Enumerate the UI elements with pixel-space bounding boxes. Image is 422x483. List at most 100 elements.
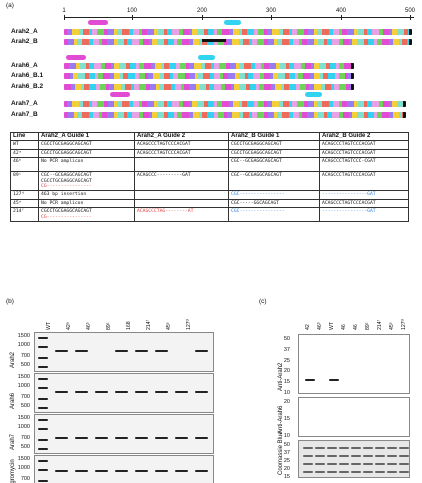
sequence-segment <box>323 73 328 79</box>
sequence-segment <box>236 63 239 69</box>
pcr-band <box>135 391 148 393</box>
coomassie-band <box>351 471 361 473</box>
coomassie-band <box>399 455 409 457</box>
sequence-segment <box>293 112 299 118</box>
pcr-band <box>55 350 68 352</box>
sequence-segment <box>150 84 156 90</box>
sequence-segment <box>308 101 314 107</box>
sequence-segment <box>239 84 246 90</box>
gel-lane-label: 127ᵈ <box>186 319 192 330</box>
sequence-segment <box>161 63 164 69</box>
sequence-segment <box>243 112 249 118</box>
size-marker-label: 1500 <box>17 333 30 339</box>
sequence-segment <box>239 112 243 118</box>
sequence-segment <box>189 73 195 79</box>
panel-c-label: (c) <box>259 298 267 305</box>
sequence-segment <box>143 112 149 118</box>
sequence-segment <box>186 63 189 69</box>
sequence-segment <box>382 112 389 118</box>
sequence-segment <box>279 101 283 107</box>
table-header: Arah2_A Guide 1 <box>38 131 135 142</box>
sequence-segment <box>64 39 68 45</box>
sequence-segment <box>367 29 372 35</box>
sequence-segment <box>114 101 117 107</box>
sequence-segment <box>175 84 181 90</box>
sequence-segment <box>74 112 77 118</box>
sequence-segment <box>105 63 111 69</box>
sequence-segment <box>364 112 368 118</box>
sequence-segment <box>214 101 217 107</box>
sequence-segment <box>377 112 382 118</box>
sequence-segment <box>273 73 278 79</box>
sequence-segment <box>272 29 279 35</box>
sequence-segment <box>264 63 269 69</box>
gel-lane-label: 42ᵃ <box>66 322 72 330</box>
pcr-band <box>95 437 108 439</box>
sequence-segment <box>83 29 89 35</box>
pcr-band <box>195 350 208 352</box>
track-label-arah2-a: Arah2_A <box>11 28 38 35</box>
sequence-segment <box>92 29 97 35</box>
sequence-segment <box>269 63 276 69</box>
coomassie-band <box>327 447 337 449</box>
pcr-band <box>195 391 208 393</box>
sequence-segment <box>95 73 98 79</box>
coomassie-band <box>387 447 397 449</box>
guide-marker <box>66 55 86 60</box>
coomassie-band <box>327 455 337 457</box>
sequence-segment <box>118 112 124 118</box>
sequence-segment <box>392 101 397 107</box>
sequence-segment <box>297 101 304 107</box>
pcr-band <box>135 350 148 352</box>
pcr-band <box>155 391 168 393</box>
sequence-segment <box>258 101 264 107</box>
sequence-segment <box>224 39 227 45</box>
seq-allele: CG---------------- <box>41 214 92 220</box>
guide-marker <box>224 20 241 25</box>
sequence-segment <box>219 63 226 69</box>
coomassie-band <box>315 447 325 449</box>
sequence-segment <box>226 63 230 69</box>
guide-marker <box>198 55 215 60</box>
ladder-band <box>38 428 48 430</box>
sequence-segment <box>131 84 134 90</box>
sequence-segment <box>174 112 177 118</box>
ruler-tick-label: 500 <box>404 8 416 14</box>
coomassie-band <box>399 463 409 465</box>
table-row: 89ᶜ CGC--GCGAGGCAGCAGT CGCCTGCGAGGCAGCAG… <box>10 171 409 192</box>
sequence-segment <box>231 84 234 90</box>
sequence-segment <box>232 39 239 45</box>
gel-image <box>34 373 214 413</box>
sequence-segment <box>260 73 264 79</box>
sequence-segment <box>139 63 144 69</box>
sequence-segment <box>347 29 354 35</box>
sequence-segment <box>339 39 343 45</box>
gel-image <box>34 332 214 372</box>
sequence-segment <box>352 112 357 118</box>
seq-allele: CGC--GCGAGGCAGCAGT <box>41 173 92 179</box>
size-marker-label: 500 <box>20 444 30 450</box>
pcr-band <box>95 391 108 393</box>
guide-marker <box>110 92 130 97</box>
sequence-segment <box>82 39 89 45</box>
seq-cell <box>134 190 229 200</box>
sequence-segment <box>139 39 143 45</box>
pcr-band <box>175 470 188 472</box>
sequence-segment <box>217 29 222 35</box>
sequence-segment <box>264 73 270 79</box>
seq-cell: CGC-----GGCAGCAGT <box>228 198 320 209</box>
sequence-segment <box>199 112 202 118</box>
sequence-segment <box>107 39 114 45</box>
sequence-segment <box>379 101 383 107</box>
seq-cell: ACAGCCCTAG--------AT <box>134 207 229 223</box>
sequence-segment <box>189 63 194 69</box>
sequence-segment <box>393 39 399 45</box>
sequence-end <box>351 73 354 79</box>
sequence-segment <box>224 112 227 118</box>
sequence-segment <box>289 39 293 45</box>
table-header: Arah2_A Guide 2 <box>134 131 229 142</box>
sequence-segment <box>314 63 319 69</box>
seq-cell: ACAGCCCTAGTCCCACGAT <box>134 140 229 150</box>
sequence-segment <box>189 84 196 90</box>
sequence-segment <box>152 112 157 118</box>
